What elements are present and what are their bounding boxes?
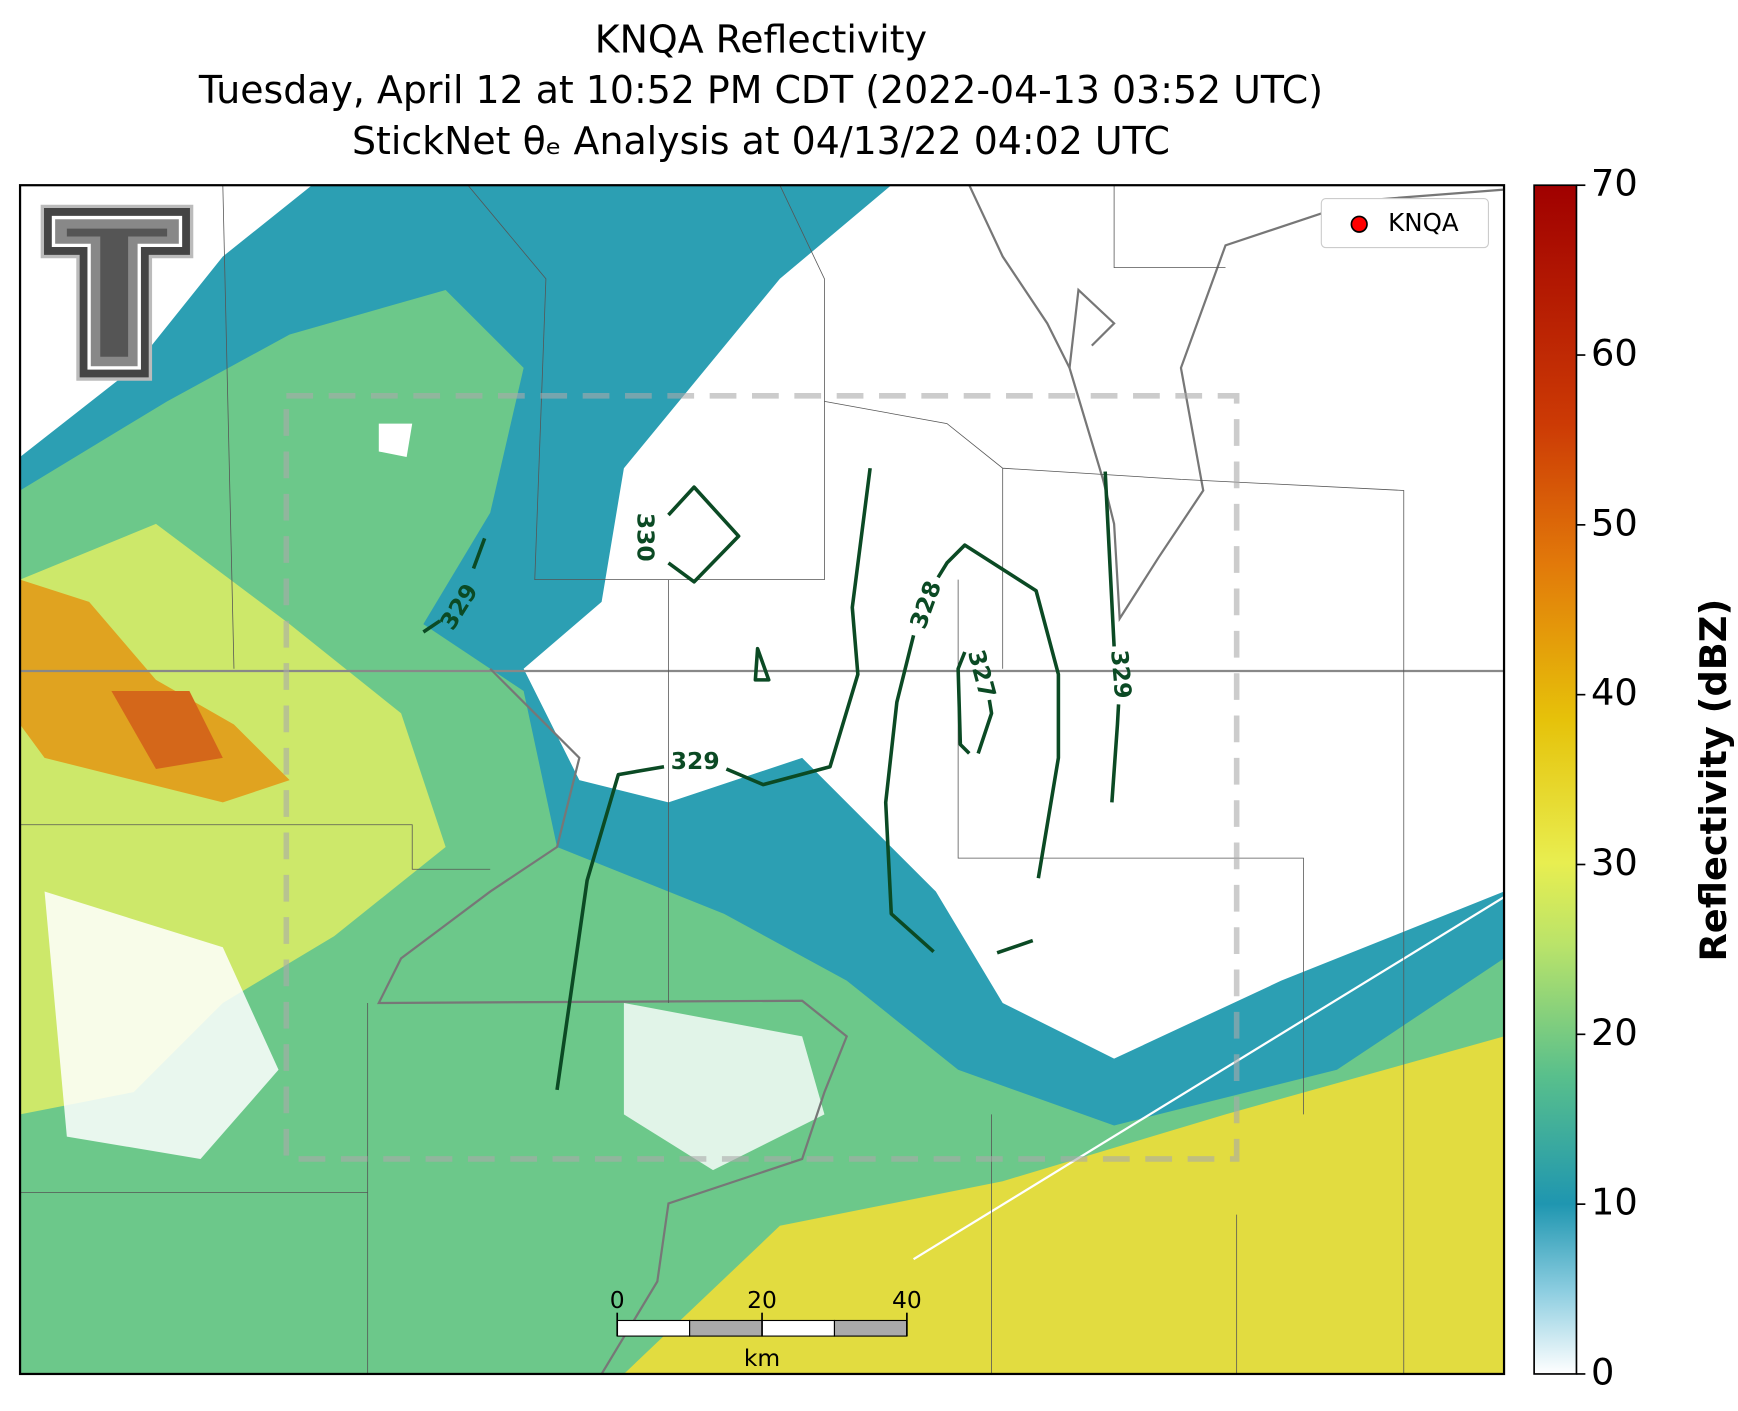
title-line: StickNet θₑ Analysis at 04/13/22 04:02 U… [352,119,1170,163]
map-frame [18,184,1506,1376]
contour-line [1103,471,1121,803]
logo [40,204,194,381]
title-line: KNQA Reflectivity [595,18,927,62]
scale-tick-label: 20 [747,1286,777,1314]
legend-box [1320,198,1489,249]
scale-tick-label: 40 [892,1286,922,1314]
colorbar-tick-label: 40 [1591,671,1638,714]
colorbar-tick-label: 10 [1591,1181,1638,1224]
legend-label: KNQA [1388,208,1459,237]
contour-line [555,467,872,1091]
title-line: Tuesday, April 12 at 10:52 PM CDT (2022-… [198,68,1323,112]
river [968,185,1505,623]
colorbar-tick-label: 50 [1591,501,1638,544]
contour-label: 329 [1105,649,1137,700]
scale-segment [616,1319,691,1337]
scale-segment [689,1319,763,1337]
scale-unit: km [744,1344,780,1372]
echo-gap [44,891,279,1159]
scale-tick-label: 0 [610,1286,625,1314]
echo-strong [111,691,223,770]
colorbar-tick-label: 30 [1591,841,1638,884]
scale-segment [833,1319,908,1337]
echo-mid [20,289,1505,1374]
legend-marker [1350,215,1368,233]
echo-high [623,1036,1505,1374]
colorbar-label: Reflectivity (dBZ) [1692,599,1735,962]
river [376,667,849,1374]
colorbar-tick-label: 20 [1591,1011,1638,1054]
county-border [20,185,1405,1374]
colorbar [1533,184,1578,1375]
colorbar-tick-label: 60 [1591,332,1638,375]
contour-label: 330 [631,513,659,562]
legend: KNQA [1320,198,1489,249]
echo-gap [623,1002,825,1171]
analysis-domain [283,392,1240,1162]
beam-line [912,896,1505,1261]
colorbar-ticks: 0 10 20 30 40 50 60 70 [1576,162,1638,1393]
contour-line [883,543,1061,955]
scale-segment [761,1319,836,1337]
contour-label: 329 [671,747,720,775]
river [1068,287,1116,369]
colorbar-tick-label: 70 [1591,162,1638,205]
echo-gap [378,423,413,458]
contour-line [956,651,994,755]
contour-line [667,485,741,584]
scale-bar: 0 20 40 km [610,1286,922,1372]
contour-line [422,537,487,634]
colorbar-tick-label: 0 [1591,1350,1614,1393]
